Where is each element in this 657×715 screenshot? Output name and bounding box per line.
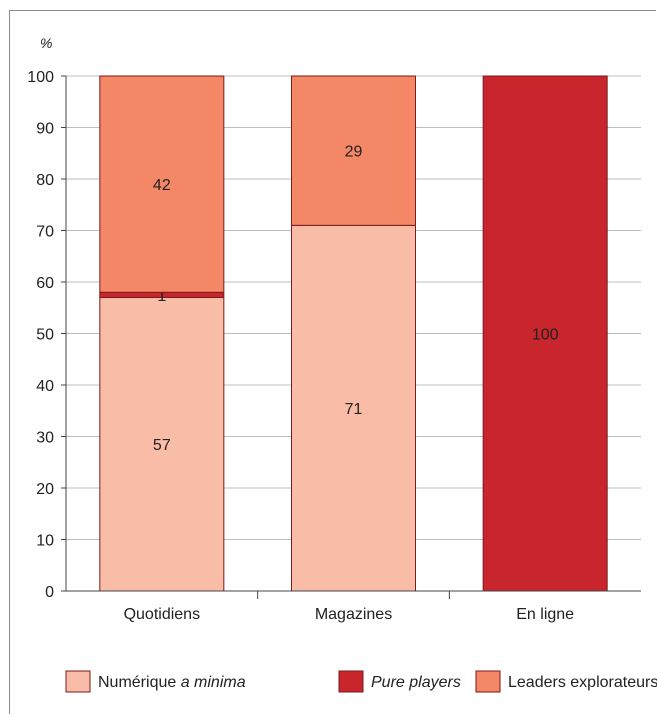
- legend-label: Numérique a minima: [98, 674, 246, 691]
- data-label: 1: [157, 288, 166, 305]
- bar-segment: [99, 296, 225, 592]
- data-label: 100: [532, 327, 559, 344]
- legend: Numérique a minima Pure players Leaders ex…: [65, 670, 657, 693]
- y-tick-label-100: 100: [27, 69, 54, 86]
- axes: 0 10 20 30 40 50 60 70 80 90 100 Quotidiens Magazine…: [27, 69, 641, 623]
- x-category-label: En ligne: [516, 606, 574, 623]
- y-tick-label-80: 80: [36, 172, 54, 189]
- bar-segment: [482, 75, 608, 592]
- y-tick-label-90: 90: [36, 121, 54, 138]
- bar-segment: [99, 75, 225, 293]
- x-category-label: Magazines: [315, 606, 392, 623]
- bar-segment: [291, 224, 416, 592]
- data-label: 29: [345, 144, 363, 161]
- bars: 57 1 42 71 29 100: [99, 75, 608, 592]
- y-tick-label-40: 40: [36, 378, 54, 395]
- y-unit-label: %: [40, 35, 52, 51]
- legend-swatch: [338, 670, 364, 693]
- y-tick-label-0: 0: [45, 584, 54, 601]
- y-tick-label-10: 10: [36, 533, 54, 550]
- legend-swatch: [65, 670, 91, 693]
- data-label: 42: [153, 177, 171, 194]
- legend-label: Leaders explorateurs: [508, 674, 657, 691]
- x-category-label: Quotidiens: [124, 606, 201, 623]
- y-tick-label-60: 60: [36, 275, 54, 292]
- legend-label: Pure players: [371, 674, 461, 691]
- data-label: 71: [345, 401, 363, 418]
- y-tick-label-50: 50: [36, 327, 54, 344]
- legend-swatch: [475, 670, 501, 693]
- bar-segment: [291, 75, 416, 226]
- y-tick-label-20: 20: [36, 481, 54, 498]
- y-tick-label-70: 70: [36, 224, 54, 241]
- y-tick-label-30: 30: [36, 430, 54, 447]
- data-label: 57: [153, 437, 171, 454]
